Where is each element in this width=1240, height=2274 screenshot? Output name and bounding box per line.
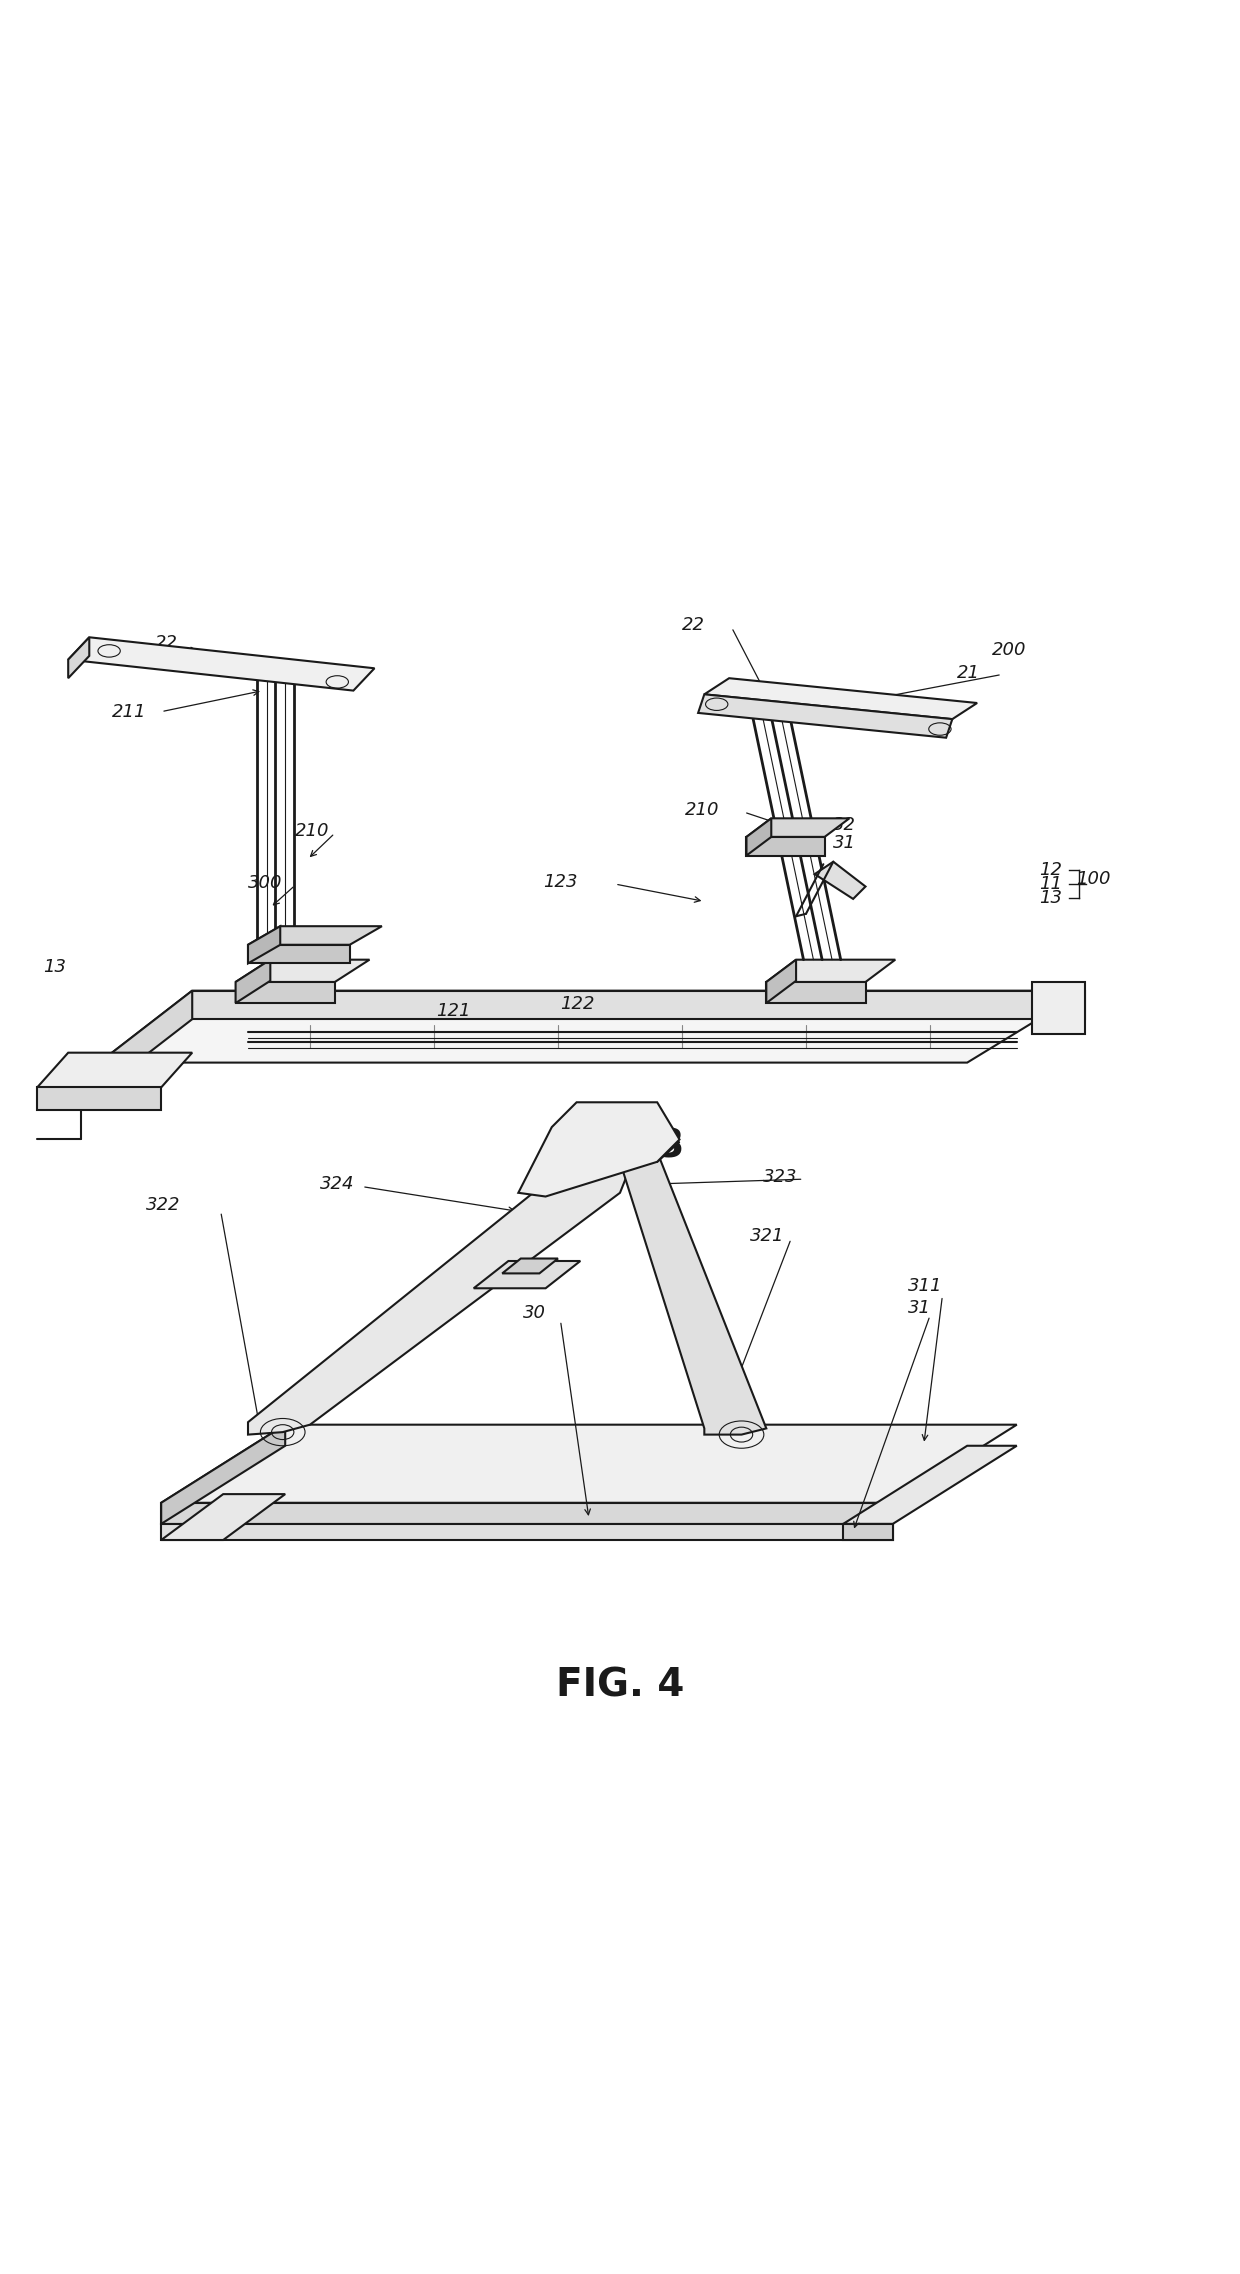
- Text: 30: 30: [523, 1303, 547, 1321]
- Polygon shape: [37, 1053, 192, 1087]
- Text: 210: 210: [684, 800, 719, 819]
- Text: 22: 22: [682, 616, 706, 634]
- Text: 211: 211: [112, 703, 146, 721]
- Text: 32: 32: [833, 816, 857, 835]
- Text: 300: 300: [248, 873, 283, 891]
- Polygon shape: [161, 1503, 893, 1524]
- Polygon shape: [236, 982, 335, 1003]
- Text: 311: 311: [908, 1276, 942, 1294]
- Text: 12: 12: [1039, 862, 1063, 880]
- Polygon shape: [236, 960, 270, 1003]
- Text: 22: 22: [155, 634, 179, 653]
- Text: FIG. 4: FIG. 4: [556, 1667, 684, 1703]
- Polygon shape: [248, 944, 350, 964]
- Text: 323: 323: [763, 1167, 797, 1185]
- Polygon shape: [704, 678, 977, 719]
- Polygon shape: [558, 1142, 680, 1162]
- Polygon shape: [474, 1262, 580, 1289]
- Polygon shape: [746, 837, 825, 855]
- Polygon shape: [766, 960, 796, 1003]
- Text: 200: 200: [992, 641, 1027, 659]
- Polygon shape: [236, 960, 370, 982]
- Polygon shape: [37, 1087, 161, 1110]
- Polygon shape: [161, 1426, 285, 1524]
- Polygon shape: [502, 1258, 558, 1273]
- Text: 121: 121: [436, 1001, 471, 1019]
- Text: 31: 31: [833, 835, 857, 853]
- Text: 321: 321: [750, 1228, 785, 1246]
- Polygon shape: [99, 991, 192, 1092]
- Text: 11: 11: [1039, 875, 1063, 894]
- Polygon shape: [843, 1524, 893, 1539]
- Polygon shape: [620, 1153, 766, 1435]
- Text: 322: 322: [146, 1196, 181, 1214]
- Polygon shape: [746, 819, 771, 855]
- Text: 31: 31: [908, 1298, 931, 1317]
- Text: 210: 210: [295, 821, 330, 839]
- Polygon shape: [68, 637, 89, 678]
- Text: 324: 324: [320, 1176, 355, 1194]
- Polygon shape: [1032, 982, 1085, 1035]
- Polygon shape: [815, 862, 866, 898]
- Text: 100: 100: [1076, 871, 1111, 889]
- Text: 21: 21: [957, 664, 981, 682]
- Polygon shape: [248, 926, 280, 964]
- Polygon shape: [248, 926, 382, 944]
- Polygon shape: [161, 1494, 285, 1539]
- Polygon shape: [99, 991, 1085, 1062]
- Polygon shape: [68, 637, 374, 691]
- Text: 123: 123: [543, 873, 578, 891]
- Text: 13: 13: [1039, 889, 1063, 907]
- Polygon shape: [766, 960, 895, 982]
- Text: FIG. 3: FIG. 3: [556, 1128, 684, 1167]
- Polygon shape: [192, 991, 1085, 1019]
- Polygon shape: [746, 819, 849, 837]
- Polygon shape: [698, 694, 952, 737]
- Polygon shape: [248, 1153, 632, 1435]
- Text: 13: 13: [43, 957, 67, 976]
- Polygon shape: [766, 982, 866, 1003]
- Polygon shape: [518, 1103, 680, 1196]
- Polygon shape: [161, 1524, 893, 1539]
- Polygon shape: [161, 1426, 1017, 1503]
- Polygon shape: [843, 1446, 1017, 1524]
- Text: 122: 122: [560, 996, 595, 1014]
